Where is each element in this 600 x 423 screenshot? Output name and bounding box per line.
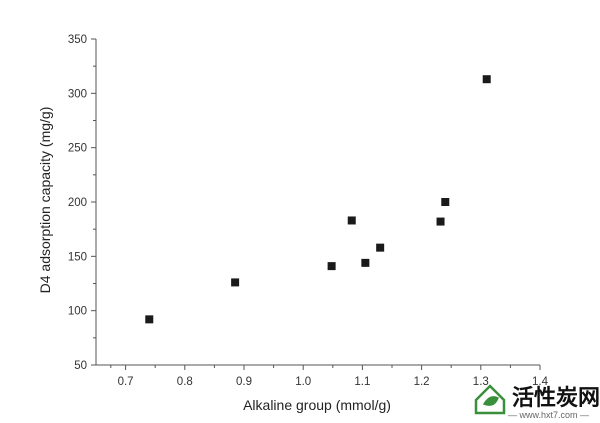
axes — [95, 39, 540, 366]
y-tick-label: 50 — [74, 360, 87, 372]
y-tick-label: 350 — [68, 34, 87, 46]
y-tick-label: 250 — [68, 143, 87, 155]
x-tick-label: 0.8 — [177, 376, 193, 388]
ticks: 0.7 0.8 0.9 1.0 1.1 1.2 1.3 1.4 50 100 150 200 250 30… — [68, 34, 549, 388]
y-tick-label: 100 — [68, 306, 87, 318]
x-axis-label: Alkaline group (mmol/g) — [243, 397, 391, 413]
data-point — [145, 315, 154, 324]
data-point — [482, 75, 491, 84]
data-point — [361, 258, 370, 267]
x-tick-label: 1.1 — [354, 376, 370, 388]
x-tick-label: 1.3 — [473, 376, 489, 388]
data-point — [441, 198, 450, 206]
x-tick-label: 1.2 — [414, 376, 430, 388]
x-tick-label: 1.4 — [532, 376, 549, 388]
watermark-url: — www.hxt7.com — — [508, 410, 589, 420]
watermark: 活性炭网 — www.hxt7.com — — [474, 384, 600, 420]
data-point — [436, 217, 445, 226]
x-tick-label: 0.7 — [118, 376, 134, 388]
y-tick-label: 300 — [68, 88, 87, 100]
watermark-text: 活性炭网 — [512, 385, 600, 411]
data-points — [145, 75, 491, 324]
data-point — [347, 216, 356, 225]
data-point — [231, 278, 240, 287]
y-tick-label: 150 — [68, 251, 87, 263]
y-tick-label: 200 — [68, 197, 87, 209]
x-tick-label: 0.9 — [236, 376, 252, 388]
house-leaf-logo-icon — [474, 384, 506, 415]
data-point — [376, 243, 385, 252]
x-tick-label: 1.0 — [295, 376, 311, 388]
data-point — [327, 262, 336, 271]
y-axis-label: D4 adsorption capacity (mg/g) — [37, 107, 53, 294]
